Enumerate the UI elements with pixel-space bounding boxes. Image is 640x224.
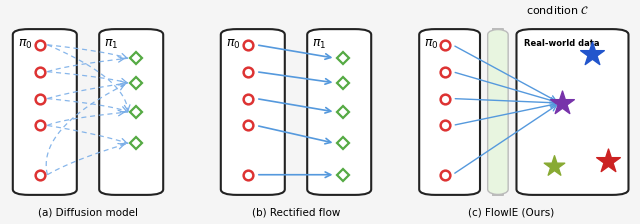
FancyBboxPatch shape [307,29,371,195]
Text: Real-world data: Real-world data [524,39,600,48]
Text: $\pi_{0}$: $\pi_{0}$ [18,38,33,51]
Point [603,159,613,163]
Text: $\pi_{1}$: $\pi_{1}$ [104,38,118,51]
FancyBboxPatch shape [99,29,163,195]
FancyBboxPatch shape [13,29,77,195]
Text: (c) FlowIE (Ours): (c) FlowIE (Ours) [468,207,554,217]
Point [587,52,597,56]
Text: $\pi_{1}$: $\pi_{1}$ [312,38,326,51]
Point [548,164,559,168]
Point [557,101,567,105]
FancyBboxPatch shape [221,29,285,195]
FancyBboxPatch shape [419,29,480,195]
FancyBboxPatch shape [516,29,628,195]
Text: $\pi_{0}$: $\pi_{0}$ [226,38,241,51]
FancyBboxPatch shape [488,29,508,195]
Text: condition $\mathcal{C}$: condition $\mathcal{C}$ [526,4,590,16]
Text: $\pi_{0}$: $\pi_{0}$ [424,38,439,51]
Text: (a) Diffusion model: (a) Diffusion model [38,207,138,217]
Text: (b) Rectified flow: (b) Rectified flow [252,207,340,217]
